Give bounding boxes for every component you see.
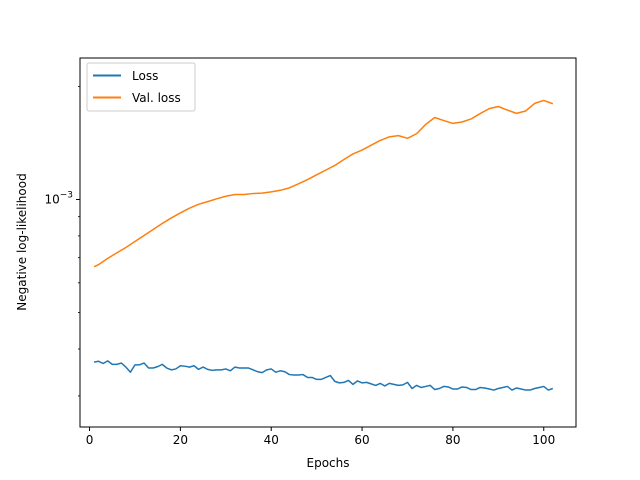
series-line-val-loss: [93, 99, 554, 268]
x-tick-label: 0: [86, 433, 94, 447]
x-tick-label: 100: [532, 433, 555, 447]
legend-label-loss: Loss: [132, 69, 158, 83]
x-tick-label: 60: [354, 433, 369, 447]
series-line-loss: [93, 360, 554, 391]
x-tick-label: 20: [173, 433, 188, 447]
series-layer: [93, 99, 554, 391]
plot-frame: [79, 57, 577, 428]
x-tick-label: 40: [264, 433, 279, 447]
axes-layer: 0 20 40 60 80 100 10−3: [44, 57, 577, 447]
y-axis-label: Negative log-likelihood: [15, 173, 29, 310]
legend-label-val-loss: Val. loss: [132, 91, 181, 105]
x-tick-label: 80: [445, 433, 460, 447]
x-axis-label: Epochs: [307, 456, 350, 470]
y-tick-label: 10−3: [44, 190, 73, 206]
legend: Loss Val. loss: [86, 62, 196, 112]
